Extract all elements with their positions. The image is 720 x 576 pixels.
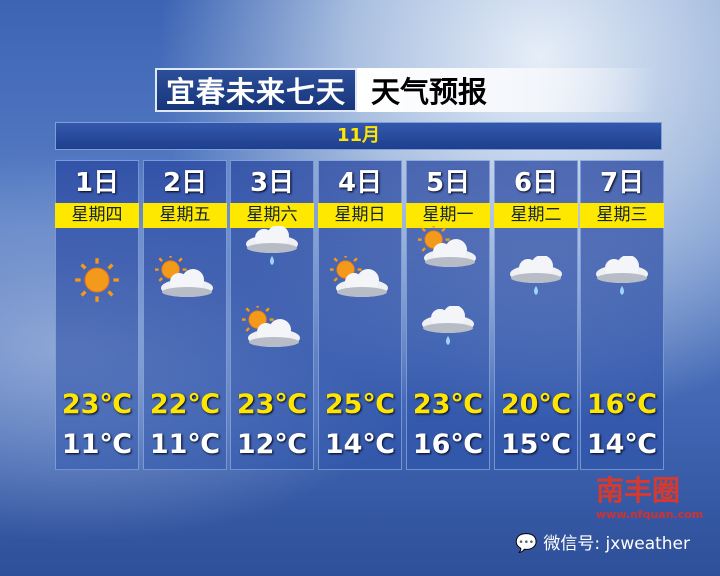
low-temp: 16℃: [412, 429, 484, 460]
day-weekday: 星期六: [230, 203, 314, 228]
site-logo: 南丰圈 www.nfquan.com: [596, 474, 703, 528]
partly-cloudy-icon: [154, 253, 213, 297]
day-date: 1日: [74, 168, 120, 198]
day-column: 7日 星期三 16℃ 14℃: [580, 160, 664, 470]
wechat-icon: 💬: [515, 533, 538, 554]
region-title: 宜春未来七天: [155, 68, 357, 112]
partly-cloudy-icon: [329, 253, 388, 297]
wechat-watermark: 💬 微信号: jxweather: [515, 532, 690, 556]
forecast-title: 天气预报: [357, 68, 657, 112]
high-temp: 23℃: [61, 389, 133, 420]
day-column: 4日 星期日 25℃ 14℃: [318, 160, 402, 470]
day-date: 4日: [337, 168, 383, 198]
high-temp: 22℃: [149, 389, 221, 420]
low-temp: 15℃: [500, 429, 572, 460]
light-rain-icon: [510, 255, 562, 295]
light-rain-icon: [246, 225, 298, 265]
low-temp: 12℃: [236, 429, 308, 460]
low-temp: 14℃: [324, 429, 396, 460]
high-temp: 16℃: [586, 389, 658, 420]
logo-text: 南丰圈: [596, 474, 681, 507]
day-weekday: 星期五: [143, 203, 227, 228]
light-rain-icon: [422, 305, 474, 345]
wechat-id: 微信号: jxweather: [543, 534, 691, 554]
high-temp: 23℃: [412, 389, 484, 420]
partly-cloudy-icon: [241, 303, 300, 347]
day-weekday: 星期二: [494, 203, 578, 228]
day-date: 7日: [599, 168, 645, 198]
day-weekday: 星期一: [406, 203, 490, 228]
light-rain-icon: [596, 255, 648, 295]
partly-cloudy-icon: [417, 223, 476, 267]
day-column: 1日 星期四 23℃ 11℃: [55, 160, 139, 470]
day-date: 5日: [425, 168, 471, 198]
day-date: 6日: [513, 168, 559, 198]
day-column: 3日 星期六 23℃ 12℃: [230, 160, 314, 470]
day-column: 6日 星期二 20℃ 15℃: [494, 160, 578, 470]
day-date: 2日: [162, 168, 208, 198]
low-temp: 14℃: [586, 429, 658, 460]
day-date: 3日: [249, 168, 295, 198]
day-weekday: 星期日: [318, 203, 402, 228]
day-column: 2日 星期五 22℃ 11℃: [143, 160, 227, 470]
sun-icon: [75, 258, 119, 302]
logo-url: www.nfquan.com: [596, 508, 704, 521]
month-bar: 11月: [55, 122, 662, 150]
high-temp: 20℃: [500, 389, 572, 420]
high-temp: 25℃: [324, 389, 396, 420]
low-temp: 11℃: [61, 429, 133, 460]
day-column: 5日 星期一 23℃ 16℃: [406, 160, 490, 470]
low-temp: 11℃: [149, 429, 221, 460]
high-temp: 23℃: [236, 389, 308, 420]
day-weekday: 星期三: [580, 203, 664, 228]
day-weekday: 星期四: [55, 203, 139, 228]
